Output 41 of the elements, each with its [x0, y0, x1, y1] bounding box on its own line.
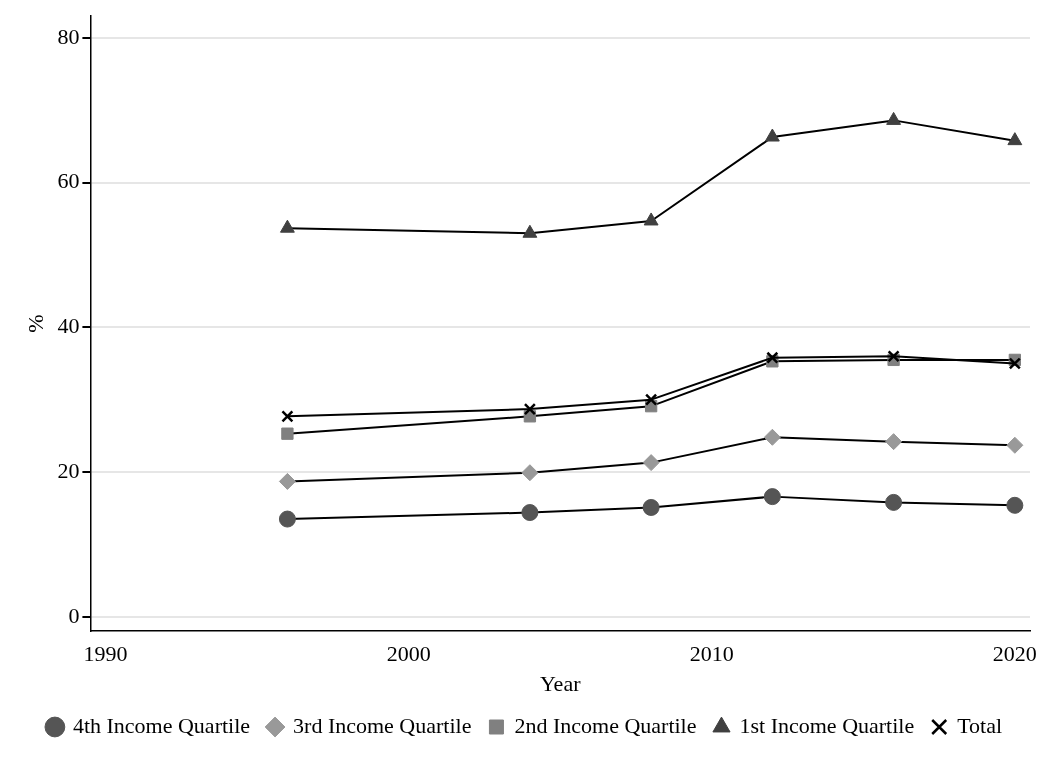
point	[281, 427, 294, 440]
point	[278, 510, 296, 528]
x-tick-label: 1990	[83, 641, 128, 667]
y-axis-title: %	[22, 314, 48, 333]
point	[885, 493, 903, 511]
legend-label: 2nd Income Quartile	[514, 712, 697, 738]
point	[281, 410, 294, 423]
x-tick-label: 2010	[689, 641, 734, 667]
legend-label: 3rd Income Quartile	[293, 712, 472, 738]
legend-label: 4th Income Quartile	[72, 712, 251, 738]
point	[521, 464, 539, 482]
point	[886, 111, 902, 125]
x-tick-label: 2020	[992, 641, 1037, 667]
point	[763, 488, 781, 506]
point	[885, 433, 903, 451]
legend-label: 1st Income Quartile	[739, 712, 915, 738]
y-tick-label: 80	[57, 23, 80, 49]
point	[763, 428, 781, 446]
point	[521, 504, 539, 522]
point	[1006, 496, 1024, 514]
point	[1007, 132, 1023, 146]
point	[523, 402, 537, 416]
point	[643, 212, 659, 226]
legend-label: Total	[957, 712, 1003, 738]
point	[642, 498, 660, 516]
point	[764, 128, 780, 142]
x-axis-title: Year	[539, 670, 582, 696]
point	[522, 224, 538, 238]
point	[887, 350, 900, 363]
y-tick-label: 60	[57, 168, 80, 194]
y-tick-label: 20	[57, 457, 80, 483]
point	[642, 454, 660, 472]
point	[278, 472, 296, 490]
point	[279, 219, 295, 233]
y-tick-label: 0	[68, 602, 80, 628]
point	[644, 393, 658, 406]
point	[1006, 436, 1024, 454]
point	[1008, 357, 1022, 370]
y-tick-label: 40	[57, 313, 80, 339]
x-tick-label: 2000	[386, 641, 431, 667]
point	[766, 351, 779, 364]
